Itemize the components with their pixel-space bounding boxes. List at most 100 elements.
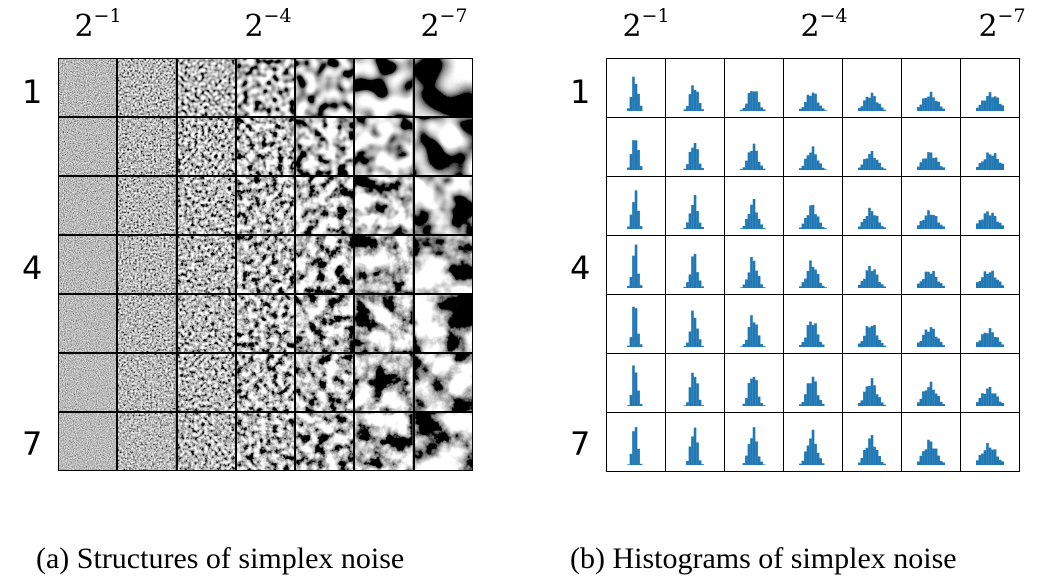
- noise-structure-grid: [58, 58, 473, 471]
- histogram-bar: [927, 210, 930, 229]
- histogram-bar: [865, 386, 869, 406]
- noise-tile: [296, 354, 354, 411]
- noise-tile: [118, 236, 176, 293]
- histogram-tile: [666, 59, 724, 117]
- histogram-bar: [939, 460, 943, 465]
- histogram-bar: [632, 365, 635, 406]
- noise-tile: [414, 295, 472, 352]
- histogram-bar: [868, 153, 871, 170]
- histogram-bar: [693, 89, 697, 111]
- histogram-bar: [811, 146, 815, 170]
- histogram-bar: [988, 92, 992, 111]
- histogram-bar: [981, 100, 984, 111]
- histogram-bar: [634, 372, 638, 406]
- noise-tile: [355, 413, 413, 470]
- histogram-bar: [809, 260, 812, 288]
- histogram-bar: [937, 338, 940, 347]
- histogram-bar: [934, 393, 938, 406]
- histogram-bar: [639, 463, 643, 465]
- histogram-bar: [981, 334, 984, 347]
- histogram-bar: [868, 327, 871, 347]
- histogram-bar: [799, 345, 802, 347]
- noise-tile: [236, 413, 295, 470]
- histogram-bar: [865, 216, 869, 229]
- histogram-bar: [814, 443, 817, 465]
- histogram-bar: [755, 212, 758, 229]
- histogram-bar: [757, 396, 761, 406]
- histogram-bar: [799, 463, 802, 465]
- histogram-bar: [991, 270, 994, 288]
- noise-tile: [118, 295, 176, 352]
- noise-tile: [296, 413, 354, 470]
- histogram-tile: [902, 236, 960, 294]
- histogram-bar: [860, 457, 864, 465]
- histogram-bar: [814, 154, 817, 170]
- histogram-bar: [757, 456, 761, 465]
- noise-tile: [118, 118, 176, 175]
- histogram-bar: [814, 93, 817, 111]
- histogram-bar: [875, 274, 879, 288]
- histogram-bar: [868, 385, 871, 406]
- noise-tile: [236, 118, 295, 175]
- noise-tile: [236, 295, 295, 352]
- histogram-bar: [942, 285, 946, 288]
- histogram-bar: [821, 463, 825, 465]
- histogram-bar: [762, 346, 766, 347]
- histogram-bar: [993, 336, 997, 347]
- histogram-bar: [976, 342, 979, 347]
- histogram-bar: [988, 447, 992, 465]
- histogram-bar: [799, 286, 802, 288]
- histogram-bar: [858, 402, 861, 406]
- histogram-tile: [902, 354, 960, 412]
- histogram-bar: [752, 143, 756, 170]
- histogram-bar: [755, 380, 758, 406]
- histogram-bar: [860, 400, 864, 406]
- histogram-bar: [683, 346, 687, 347]
- histogram-bar: [634, 244, 638, 288]
- histogram-bar: [937, 101, 940, 111]
- histogram-bar: [698, 339, 702, 347]
- histogram-bar: [819, 399, 822, 406]
- histogram-tile: [725, 59, 783, 117]
- histogram-bar: [986, 333, 989, 347]
- histogram-tile: [666, 413, 724, 471]
- histogram-bar: [870, 150, 874, 170]
- histogram-bar: [1001, 344, 1005, 347]
- histogram-bar: [934, 216, 938, 229]
- histogram-bar: [991, 212, 994, 229]
- panel-b-row-label-7: 7: [570, 425, 591, 463]
- histogram-bar: [939, 166, 943, 170]
- histogram-bar: [988, 328, 992, 347]
- histogram-tile: [902, 177, 960, 235]
- histogram-bar: [755, 441, 758, 465]
- histogram-tile: [607, 295, 665, 353]
- histogram-bar: [978, 104, 982, 111]
- histogram-bar: [981, 453, 984, 465]
- panel-a-caption: (a) Structures of simplex noise: [36, 542, 405, 575]
- histogram-bar: [698, 222, 702, 229]
- histogram-bar: [870, 435, 874, 465]
- noise-tile: [177, 177, 235, 234]
- histogram-bar: [760, 165, 763, 170]
- histogram-bar: [811, 429, 815, 465]
- histogram-bar: [747, 382, 751, 406]
- noise-tile: [177, 295, 235, 352]
- histogram-tile: [843, 413, 901, 471]
- histogram-bar: [981, 393, 984, 406]
- histogram-bar: [863, 335, 866, 347]
- histogram-tile: [666, 177, 724, 235]
- histogram-bar: [811, 92, 815, 111]
- histogram-bar: [811, 204, 815, 229]
- histogram-bar: [814, 214, 817, 229]
- histogram-bar: [806, 155, 810, 170]
- histogram-bar: [821, 403, 825, 406]
- histogram-bar: [873, 269, 876, 288]
- histogram-bar: [760, 224, 763, 229]
- noise-tile: [59, 118, 117, 175]
- histogram-bar: [937, 281, 940, 288]
- histogram-bar: [698, 460, 702, 465]
- histogram-bar: [632, 140, 635, 170]
- histogram-bar: [757, 161, 761, 170]
- histogram-bar: [939, 283, 943, 288]
- histogram-bar: [983, 100, 987, 111]
